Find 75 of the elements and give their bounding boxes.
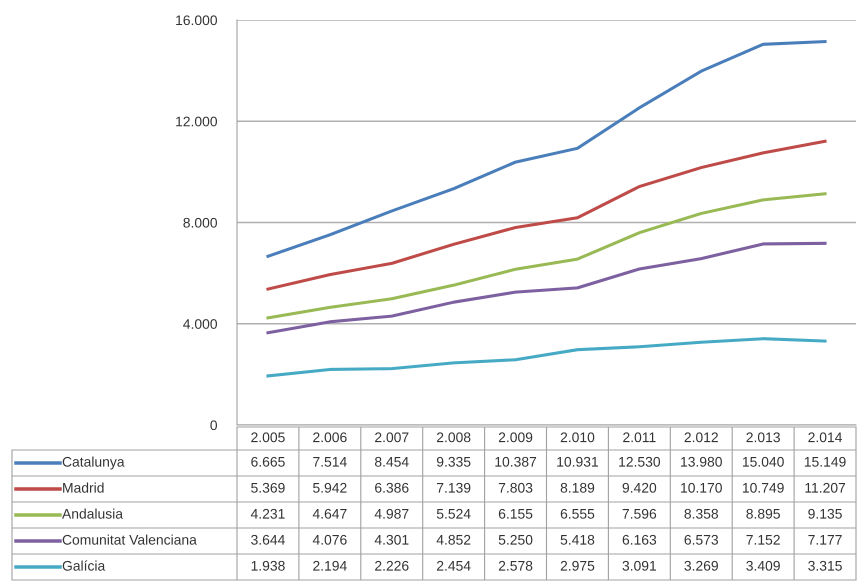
data-label: 15.040	[742, 456, 784, 467]
x-tick-label: 2.006	[313, 432, 347, 442]
data-label: 3.091	[622, 560, 656, 571]
line-series	[266, 337, 827, 378]
data-label: 2.194	[313, 560, 347, 571]
x-tick-label: 2.007	[375, 432, 408, 442]
data-label: 6.155	[498, 508, 532, 519]
data-label: 13.980	[681, 456, 722, 467]
data-label: 3.409	[746, 560, 780, 571]
line-series	[266, 140, 827, 291]
data-label: 10.387	[495, 456, 536, 467]
data-label: 2.226	[375, 560, 409, 571]
data-label: 10.931	[557, 456, 598, 467]
data-label: 8.358	[684, 508, 718, 519]
legend-label: Andalusia	[62, 508, 123, 519]
x-tick-label: 2.012	[684, 432, 718, 442]
data-label: 8.895	[746, 508, 780, 519]
data-label: 15.149	[804, 456, 846, 467]
data-label: 3.269	[684, 560, 718, 571]
x-tick-label: 2.011	[623, 432, 656, 442]
x-tick-label: 2.009	[498, 432, 532, 442]
data-label: 8.189	[560, 482, 594, 493]
data-label: 6.163	[622, 534, 656, 545]
line-series	[266, 192, 827, 320]
data-label: 5.250	[498, 534, 532, 545]
data-label: 3.315	[808, 560, 842, 571]
legend-label: Catalunya	[62, 456, 125, 470]
data-label: 7.152	[746, 534, 780, 545]
data-label: 4.076	[312, 534, 347, 545]
line-series	[266, 40, 827, 258]
data-label: 2.578	[498, 560, 532, 571]
x-tick-label: 2.013	[746, 432, 780, 442]
data-label: 9.335	[436, 456, 470, 467]
y-tick-label: 12.000	[176, 116, 218, 126]
data-label: 6.386	[375, 482, 409, 493]
data-label: 4.231	[250, 508, 285, 519]
data-label: 5.524	[436, 508, 471, 519]
data-label: 1.938	[252, 560, 285, 571]
legend-label: Comunitat Valenciana	[62, 534, 197, 545]
y-tick-label: 16.000	[176, 15, 218, 26]
x-tick-label: 2.008	[436, 432, 470, 442]
data-label: 3.644	[251, 534, 285, 545]
data-label: 8.454	[374, 456, 409, 467]
data-label: 4.647	[312, 508, 347, 519]
data-label: 6.573	[684, 534, 718, 545]
legend-label: Galícia	[62, 560, 106, 571]
data-label: 9.420	[622, 482, 656, 493]
data-label: 4.987	[374, 508, 408, 519]
data-label: 7.803	[498, 482, 532, 493]
legend-label: Madrid	[63, 482, 104, 493]
data-label: 10.749	[742, 482, 784, 493]
data-label: 11.207	[805, 482, 846, 493]
data-label: 9.135	[808, 508, 842, 519]
data-label: 2.454	[436, 560, 471, 571]
data-label: 5.369	[251, 482, 285, 493]
data-label: 6.665	[251, 456, 285, 467]
x-tick-label: 2.010	[560, 432, 594, 442]
x-tick-label: 2.005	[251, 432, 285, 442]
y-tick-label: 4.000	[183, 319, 218, 329]
data-label: 6.555	[560, 508, 594, 519]
data-label: 2.975	[560, 560, 594, 571]
data-label: 5.942	[313, 482, 347, 493]
line-series	[266, 242, 827, 334]
y-tick-label: 8.000	[183, 218, 218, 228]
data-label: 7.514	[313, 457, 347, 467]
data-label: 4.301	[374, 534, 408, 545]
data-label: 7.596	[622, 508, 656, 519]
data-label: 10.170	[681, 482, 722, 493]
data-label: 7.139	[436, 482, 470, 493]
data-label: 5.418	[560, 534, 594, 545]
data-label: 7.177	[808, 535, 842, 545]
y-tick-label: 0	[210, 420, 218, 430]
data-label: 4.852	[436, 534, 470, 545]
data-label: 12.530	[619, 456, 660, 467]
x-tick-label: 2.014	[808, 432, 842, 442]
